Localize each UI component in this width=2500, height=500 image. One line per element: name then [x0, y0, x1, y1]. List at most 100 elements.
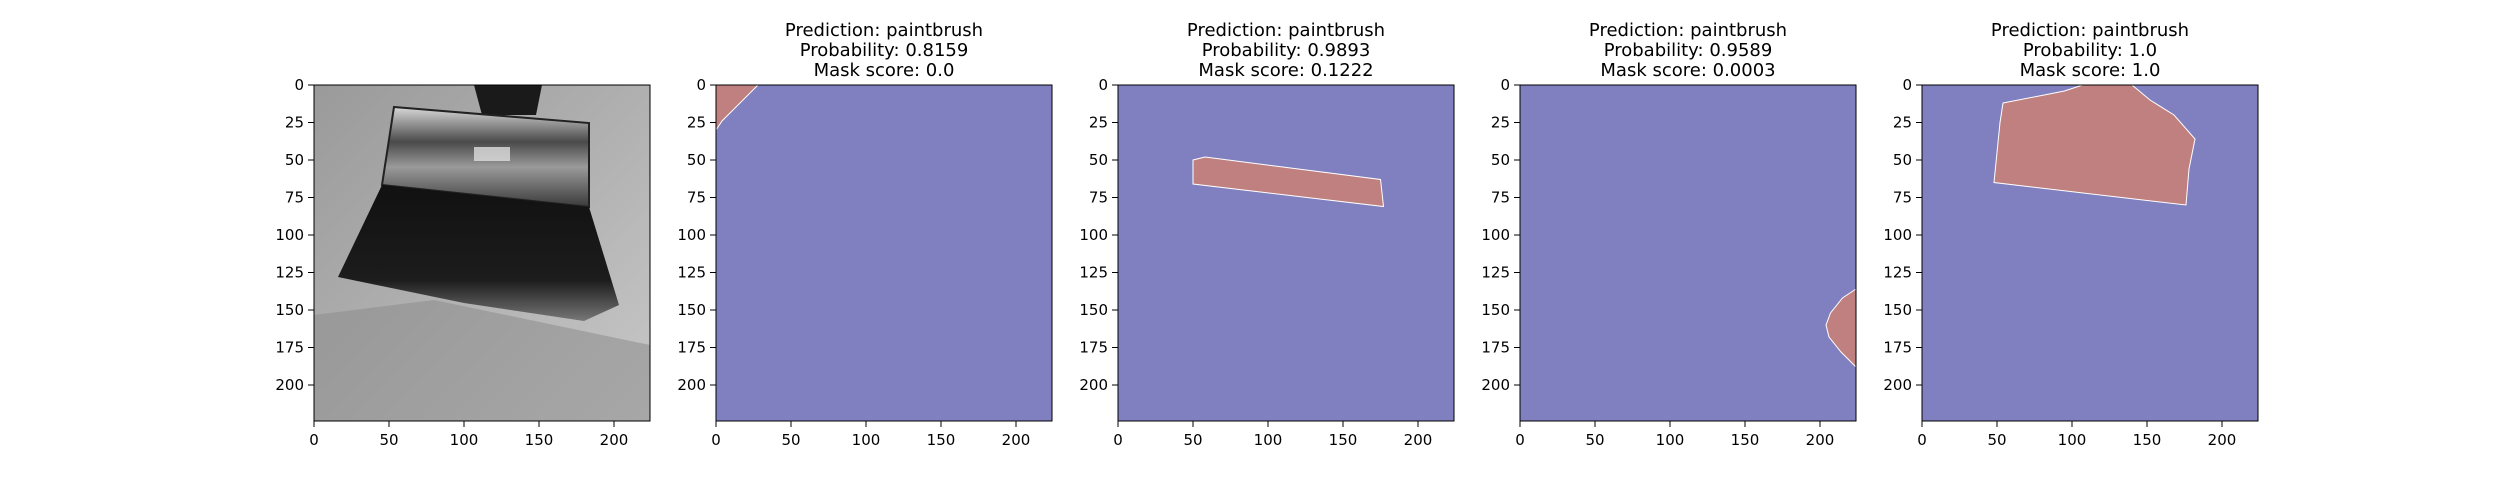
x-tick-label: 50	[1585, 431, 1604, 449]
title-line: Mask score: 1.0	[2020, 60, 2161, 81]
y-tick-label: 50	[1491, 151, 1510, 169]
title-line: Mask score: 0.1222	[1198, 60, 1373, 81]
y-tick-label: 0	[1098, 76, 1108, 94]
y-tick-label: 150	[1883, 301, 1912, 319]
title-line: Mask score: 0.0	[814, 60, 955, 81]
y-tick-label: 100	[677, 226, 706, 244]
title-line: Prediction: paintbrush	[1187, 20, 1385, 41]
y-tick-label: 50	[1089, 151, 1108, 169]
brush-label	[474, 147, 510, 161]
y-tick-label: 75	[1491, 189, 1510, 207]
x-tick-label: 100	[1656, 431, 1685, 449]
title-line: Prediction: paintbrush	[1991, 20, 2189, 41]
x-tick-label: 0	[711, 431, 721, 449]
y-tick-label: 0	[1500, 76, 1510, 94]
panel-0: 0 50 100 150 200 0 25 50 75 100 125 150 175 200	[275, 76, 651, 449]
x-tick-label: 150	[1731, 431, 1760, 449]
y-tick-label: 125	[677, 264, 706, 282]
mask-region	[715, 84, 760, 132]
x-tick-label: 200	[1404, 431, 1433, 449]
title-line: Probability: 0.8159	[800, 40, 969, 61]
y-tick-label: 25	[285, 114, 304, 132]
y-tick-label: 175	[1883, 339, 1912, 357]
x-tick-label: 100	[2058, 431, 2087, 449]
x-tick-label: 100	[852, 431, 881, 449]
brush-handle	[474, 85, 542, 115]
brush-bristles	[338, 185, 619, 321]
title-line: Probability: 0.9893	[1202, 40, 1371, 61]
y-tick-label: 100	[1079, 226, 1108, 244]
y-tick-label: 175	[1079, 339, 1108, 357]
x-tick-label: 100	[1254, 431, 1283, 449]
photo-image	[314, 85, 650, 421]
x-tick-label: 150	[927, 431, 956, 449]
y-tick-label: 150	[1481, 301, 1510, 319]
y-tick-label: 25	[1893, 114, 1912, 132]
y-tick-label: 175	[1481, 339, 1510, 357]
y-tick-label: 0	[294, 76, 304, 94]
mask-background	[1118, 85, 1454, 421]
y-tick-label: 50	[1893, 151, 1912, 169]
y-tick-label: 175	[677, 339, 706, 357]
title-line: Probability: 0.9589	[1604, 40, 1773, 61]
y-tick-label: 125	[1079, 264, 1108, 282]
x-tick-label: 200	[1002, 431, 1031, 449]
mask-background	[1520, 85, 1856, 421]
axes-frame	[715, 84, 1053, 422]
y-tick-label: 125	[1883, 264, 1912, 282]
y-tick-label: 175	[275, 339, 304, 357]
x-tick-label: 0	[1113, 431, 1123, 449]
y-tick-label: 200	[275, 376, 304, 394]
x-tick-label: 50	[1987, 431, 2006, 449]
y-tick-label: 200	[677, 376, 706, 394]
photo-table-shadow	[314, 300, 650, 421]
y-tick-label: 100	[275, 226, 304, 244]
x-tick-label: 200	[600, 431, 629, 449]
x-tick-label: 0	[309, 431, 319, 449]
y-tick-label: 25	[687, 114, 706, 132]
title-line: Prediction: paintbrush	[1589, 20, 1787, 41]
y-tick-label: 100	[1481, 226, 1510, 244]
y-tick-label: 0	[696, 76, 706, 94]
axes-frame	[313, 84, 651, 422]
mask-region	[1825, 288, 1857, 369]
y-tick-label: 200	[1883, 376, 1912, 394]
y-tick-label: 75	[1089, 189, 1108, 207]
y-tick-label: 125	[275, 264, 304, 282]
y-tick-label: 50	[687, 151, 706, 169]
x-tick-label: 200	[1806, 431, 1835, 449]
y-tick-label: 75	[1893, 189, 1912, 207]
x-tick-label: 150	[1329, 431, 1358, 449]
y-tick-label: 200	[1481, 376, 1510, 394]
y-tick-label: 75	[285, 189, 304, 207]
mask-background	[716, 85, 1052, 421]
panels: 0 50 100 150 2000255075100125150175200Predic…	[275, 20, 2259, 449]
axes-frame	[1921, 84, 2259, 422]
y-tick-label: 25	[1491, 114, 1510, 132]
y-tick-label: 0	[1902, 76, 1912, 94]
axes-frame	[1519, 84, 1857, 422]
x-tick-label: 50	[781, 431, 800, 449]
axes-frame	[1117, 84, 1455, 422]
y-tick-label: 200	[1079, 376, 1108, 394]
x-tick-label: 50	[379, 431, 398, 449]
title-line: Mask score: 0.0003	[1600, 60, 1775, 81]
x-tick-label: 150	[525, 431, 554, 449]
y-tick-label: 150	[1079, 301, 1108, 319]
mask-region	[1192, 156, 1385, 208]
x-tick-label: 50	[1183, 431, 1202, 449]
x-tick-label: 150	[2133, 431, 2162, 449]
title-line: Prediction: paintbrush	[785, 20, 983, 41]
y-tick-label: 150	[677, 301, 706, 319]
title-line: Probability: 1.0	[2023, 40, 2157, 61]
y-tick-label: 125	[1481, 264, 1510, 282]
y-tick-label: 100	[1883, 226, 1912, 244]
y-tick-label: 75	[687, 189, 706, 207]
x-tick-label: 200	[2208, 431, 2237, 449]
x-tick-label: 100	[450, 431, 479, 449]
